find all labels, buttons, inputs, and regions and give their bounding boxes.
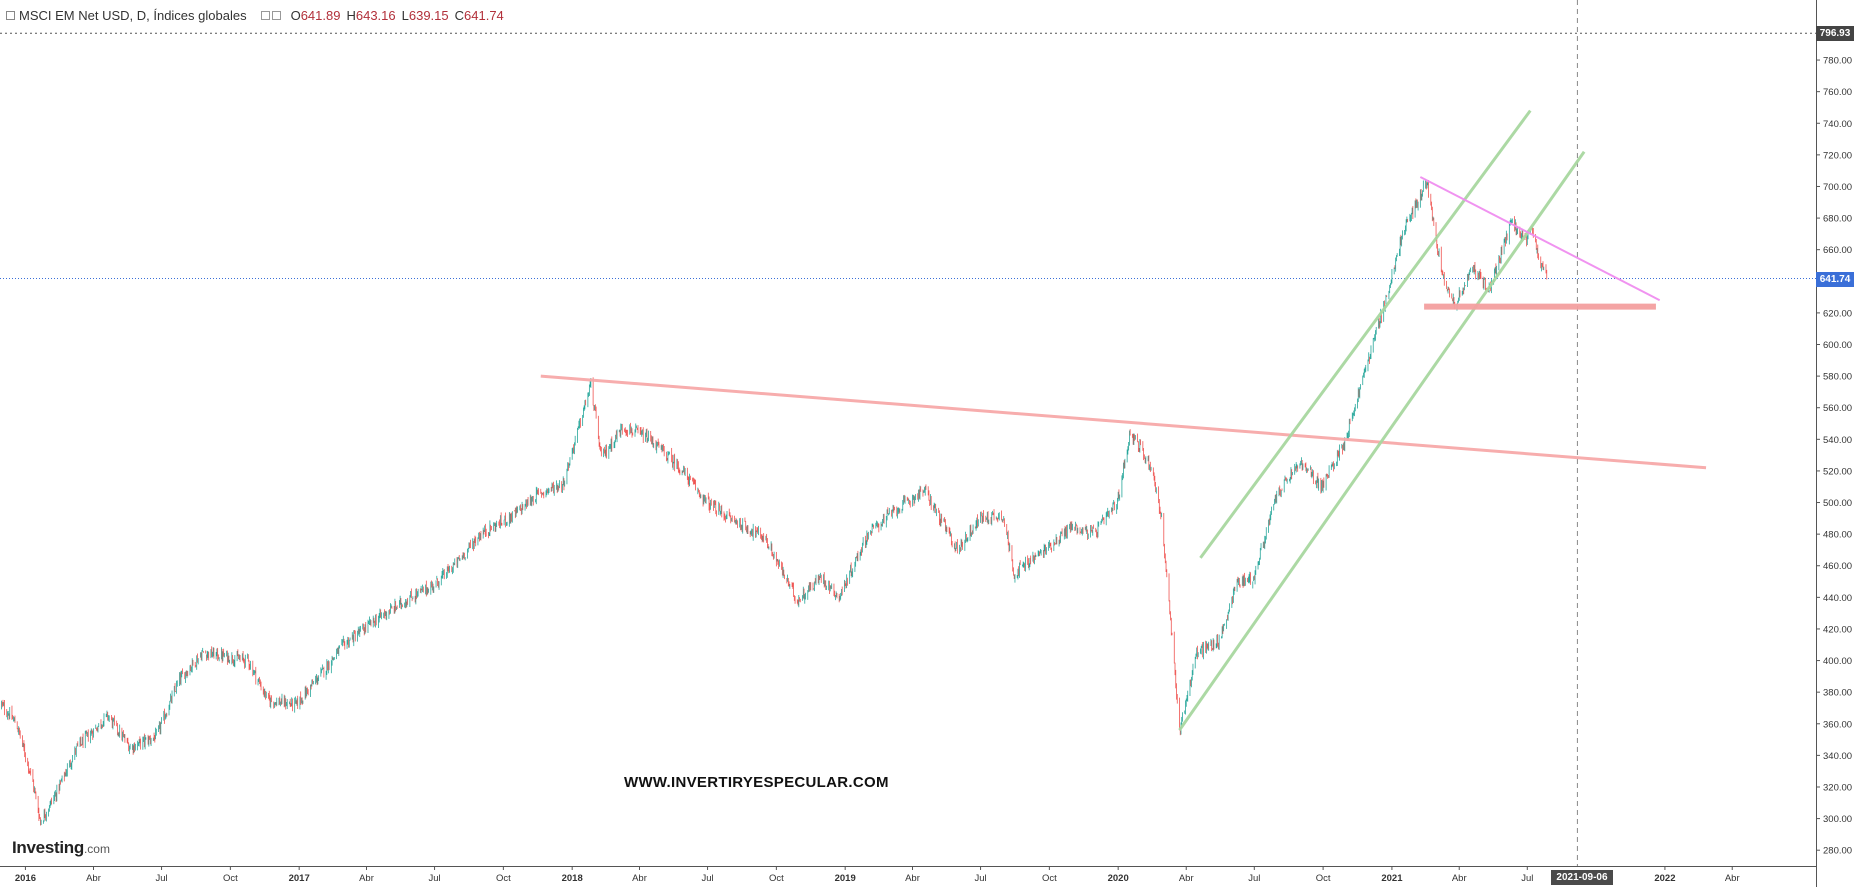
website-watermark: WWW.INVERTIRYESPECULAR.COM xyxy=(624,774,889,791)
x-tick-label: Jul xyxy=(1521,873,1533,884)
y-tick-label: 360.00 xyxy=(1823,719,1852,730)
y-tick-label: 380.00 xyxy=(1823,688,1852,699)
triangle-top-line xyxy=(1419,176,1661,302)
resistance-line xyxy=(540,374,1707,470)
price-candles xyxy=(1,179,1548,826)
y-tick-label: 620.00 xyxy=(1823,308,1852,319)
x-tick-label: Jul xyxy=(974,873,986,884)
x-tick-label: Oct xyxy=(1316,873,1331,884)
top-price-tag: 796.93 xyxy=(1816,26,1854,42)
y-tick-label: 580.00 xyxy=(1823,372,1852,383)
low-value: 639.15 xyxy=(408,7,449,23)
y-tick-label: 300.00 xyxy=(1823,814,1852,825)
x-tick-label: Oct xyxy=(1042,873,1057,884)
y-tick-label: 460.00 xyxy=(1823,561,1852,572)
y-tick-label: 340.00 xyxy=(1823,751,1852,762)
y-tick-label: 420.00 xyxy=(1823,624,1852,635)
close-label: C xyxy=(454,7,465,23)
chart-grid xyxy=(0,0,1816,866)
x-tick-label: Oct xyxy=(223,873,238,884)
x-tick-label: Abr xyxy=(1179,873,1194,884)
y-tick-label: 700.00 xyxy=(1823,182,1852,193)
collapse-icon[interactable] xyxy=(6,10,15,20)
x-tick-label: 2017 xyxy=(289,873,310,884)
x-tick-label: Jul xyxy=(155,873,167,884)
channel-lower-line xyxy=(1178,150,1586,731)
symbol-header: MSCI EM Net USD, D, Índices globales O 64… xyxy=(6,6,504,24)
y-tick-label: 500.00 xyxy=(1823,498,1852,509)
crosshair-date-tag: 2021-09-06 xyxy=(1551,870,1613,885)
y-tick-label: 600.00 xyxy=(1823,340,1852,351)
x-tick-label: Abr xyxy=(632,873,647,884)
y-tick-label: 540.00 xyxy=(1823,435,1852,446)
high-label: H xyxy=(346,7,356,23)
symbol-title[interactable]: MSCI EM Net USD, D, Índices globales xyxy=(19,7,247,23)
y-tick-label: 720.00 xyxy=(1823,150,1852,161)
x-tick-label: Jul xyxy=(428,873,440,884)
x-tick-label: Abr xyxy=(1725,873,1740,884)
y-tick-label: 480.00 xyxy=(1823,530,1852,541)
y-tick-label: 440.00 xyxy=(1823,593,1852,604)
x-tick-label: Abr xyxy=(905,873,920,884)
x-tick-label: Jul xyxy=(1248,873,1260,884)
y-tick-label: 520.00 xyxy=(1823,466,1852,477)
x-tick-label: Jul xyxy=(701,873,713,884)
legend-settings-icon[interactable] xyxy=(260,10,281,20)
channel-upper-line xyxy=(1199,109,1532,559)
x-tick-label: 2016 xyxy=(15,873,36,884)
y-tick-label: 280.00 xyxy=(1823,846,1852,857)
y-tick-label: 320.00 xyxy=(1823,782,1852,793)
y-tick-label: 780.00 xyxy=(1823,56,1852,67)
logo-suffix: .com xyxy=(83,842,110,856)
last-price-tag: 641.74 xyxy=(1816,271,1854,287)
x-tick-label: 2022 xyxy=(1654,873,1675,884)
y-tick-label: 400.00 xyxy=(1823,656,1852,667)
open-label: O xyxy=(290,7,301,23)
x-tick-label: 2021 xyxy=(1381,873,1403,884)
logo-brand: Investing xyxy=(12,838,84,857)
x-tick-label: Abr xyxy=(1452,873,1467,884)
y-tick-label: 660.00 xyxy=(1823,245,1852,256)
close-value: 641.74 xyxy=(464,7,504,23)
trend-drawings[interactable] xyxy=(540,109,1707,731)
plot-area xyxy=(0,0,1816,866)
x-tick-label: Abr xyxy=(86,873,101,884)
x-tick-label: 2018 xyxy=(562,873,583,884)
y-tick-label: 760.00 xyxy=(1823,87,1852,98)
x-tick-label: 2020 xyxy=(1108,873,1129,884)
x-tick-label: Oct xyxy=(769,873,784,884)
y-tick-label: 560.00 xyxy=(1823,403,1852,414)
x-tick-label: Oct xyxy=(496,873,511,884)
x-tick-label: Abr xyxy=(359,873,374,884)
x-tick-label: 2019 xyxy=(835,873,856,884)
low-label: L xyxy=(401,7,409,23)
open-value: 641.89 xyxy=(300,7,341,23)
high-value: 643.16 xyxy=(355,7,396,23)
y-tick-label: 680.00 xyxy=(1823,214,1852,225)
y-tick-label: 740.00 xyxy=(1823,119,1852,130)
investing-logo: Investing.com xyxy=(12,838,110,858)
